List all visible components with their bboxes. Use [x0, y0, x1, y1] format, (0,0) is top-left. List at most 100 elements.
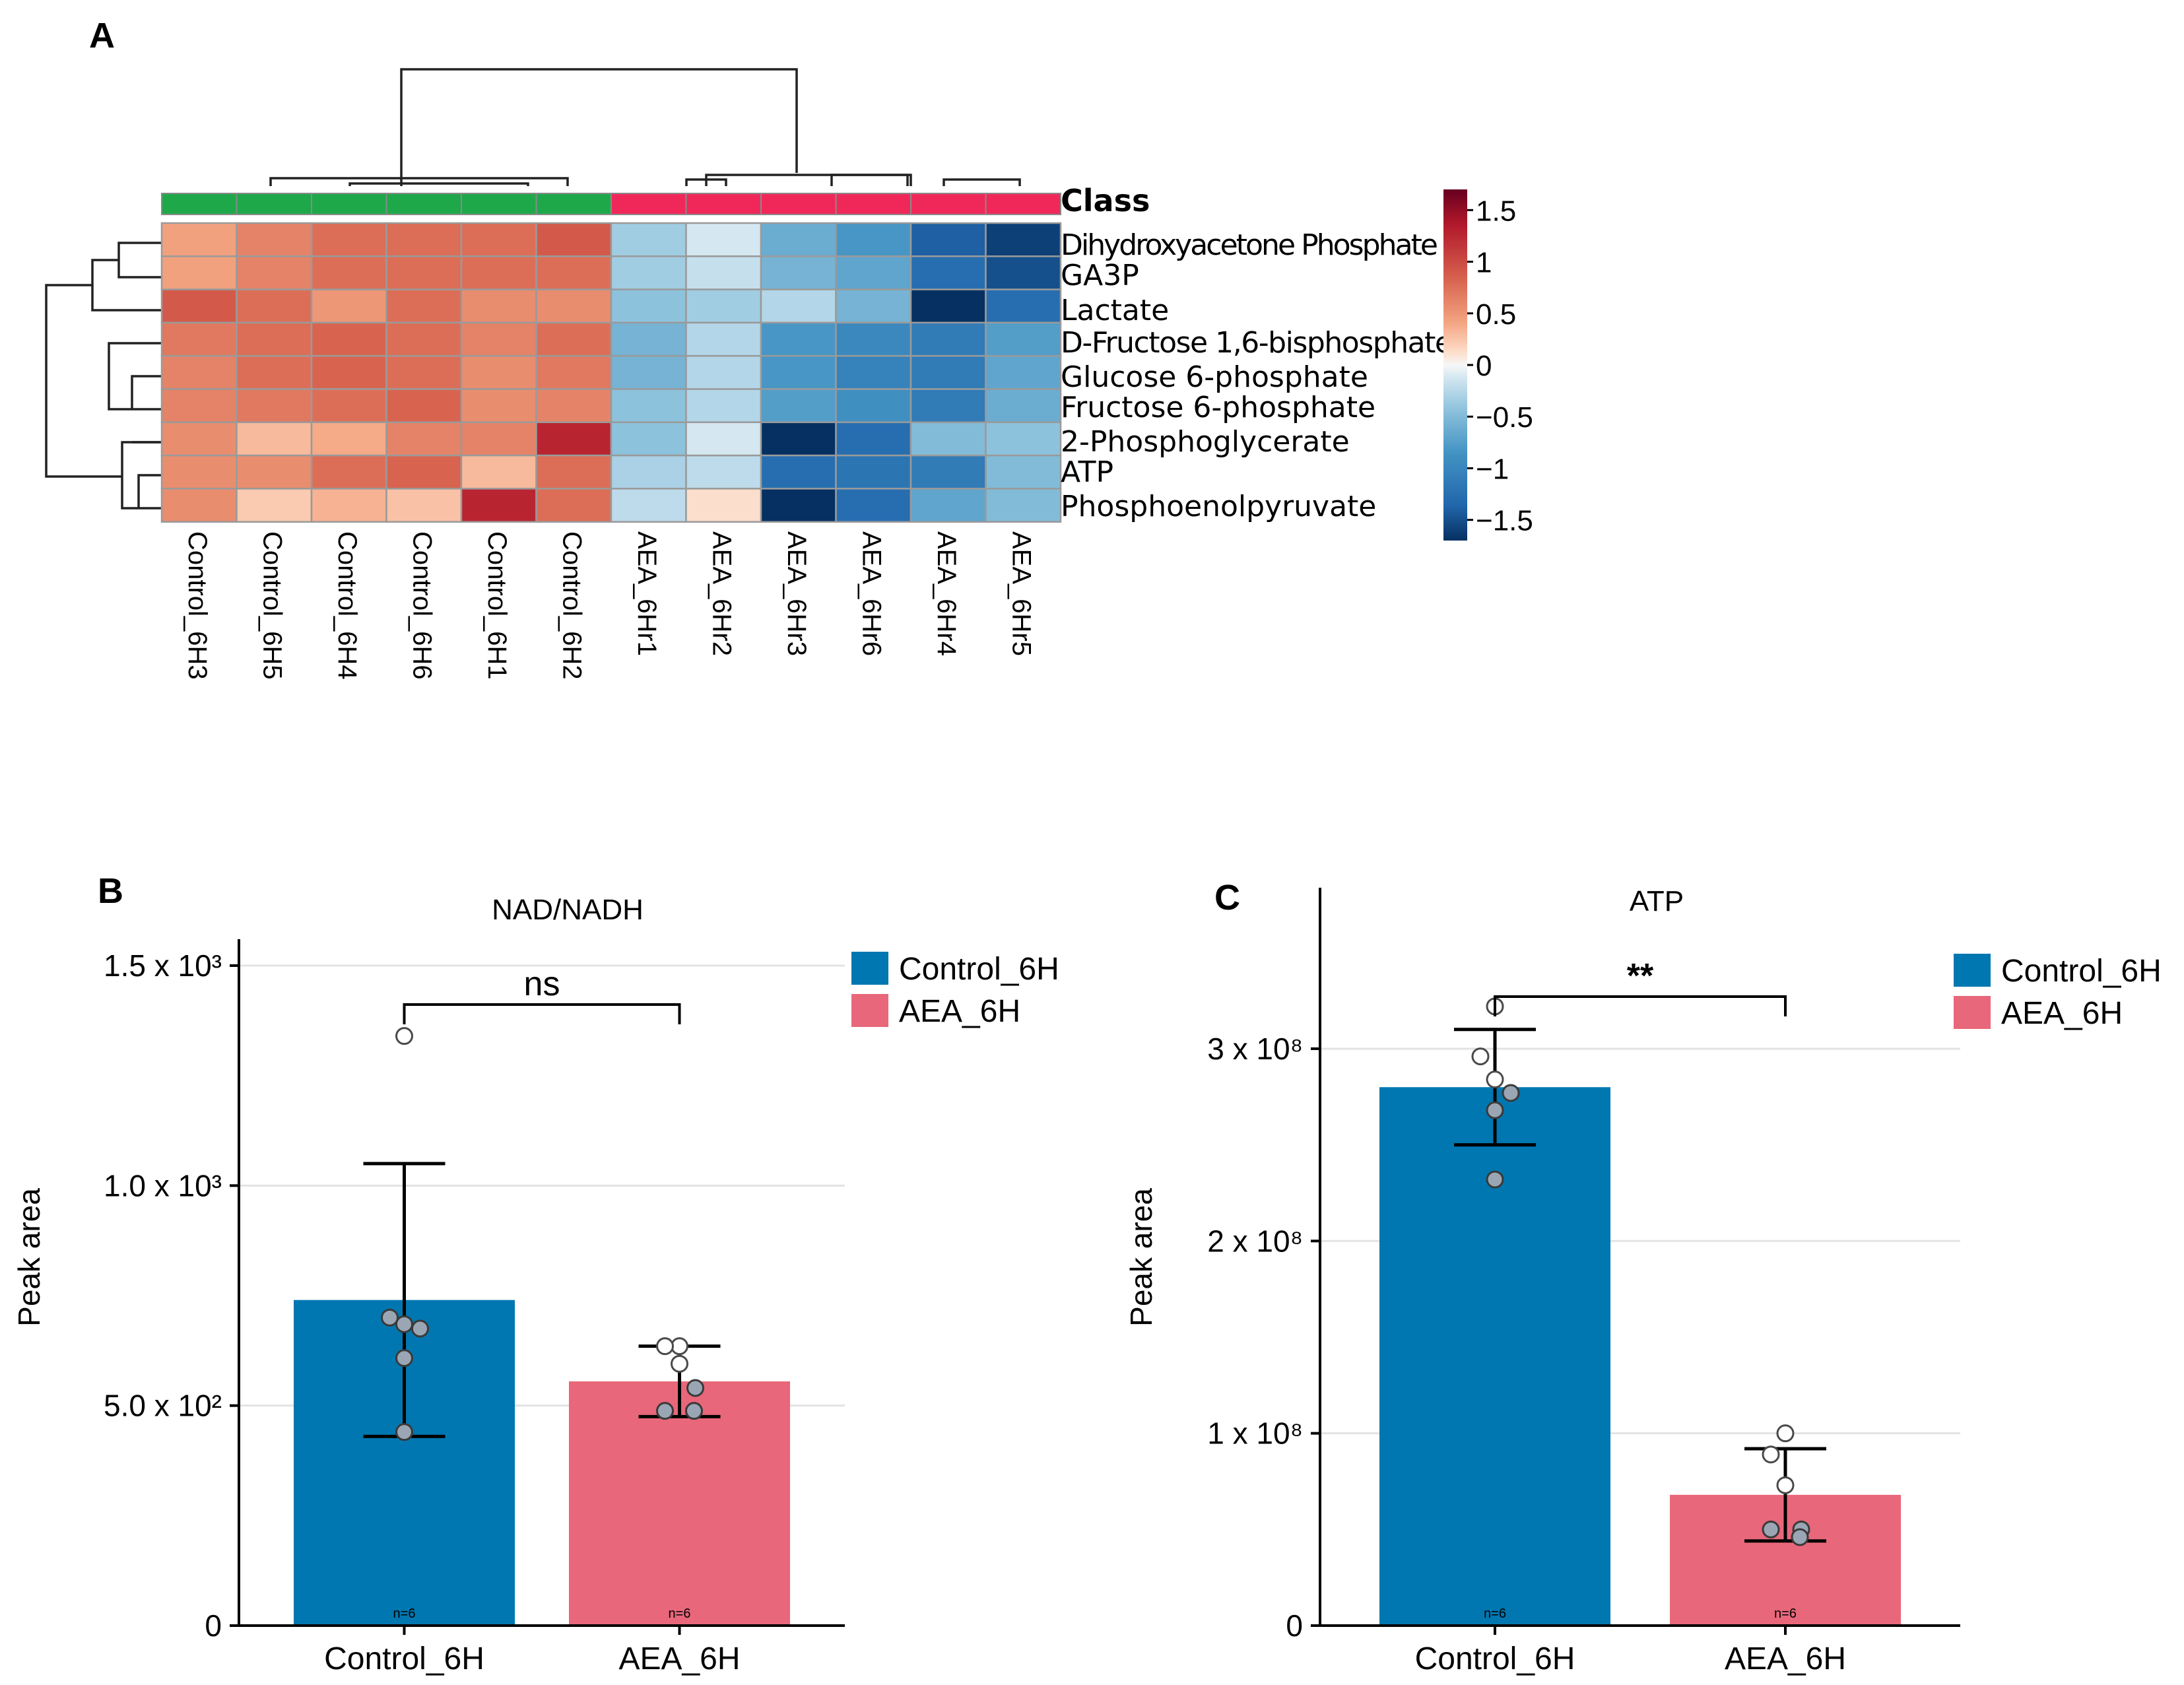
- heatmap-cell: [835, 321, 912, 357]
- heatmap-cell: [985, 255, 1062, 290]
- heatmap-cell: [236, 222, 313, 257]
- heatmap-cell: [236, 488, 313, 523]
- heatmap-cell: [236, 421, 313, 457]
- data-point: [1762, 1445, 1780, 1464]
- significance-bracket: [1494, 995, 1787, 1016]
- class-bar-segment: [236, 193, 312, 215]
- class-bar-segment: [760, 193, 837, 215]
- n-label: n=6: [393, 1606, 416, 1621]
- heatmap-cell: [610, 321, 687, 357]
- data-point: [686, 1379, 704, 1397]
- heatmap-cell: [460, 288, 537, 324]
- heatmap-cell: [535, 421, 612, 457]
- bar-control: [1379, 1087, 1610, 1626]
- heatmap-cell: [160, 488, 238, 523]
- legend-swatch-control: [851, 952, 888, 985]
- data-point: [1791, 1528, 1809, 1546]
- x-tick-label: AEA_6H: [618, 1641, 740, 1676]
- heatmap-cell: [385, 488, 463, 523]
- heatmap-cell: [535, 488, 612, 523]
- data-point: [1502, 1084, 1520, 1102]
- heatmap-cell: [685, 354, 762, 390]
- legend-label: Control_6H: [899, 952, 1059, 987]
- heatmap-cell: [910, 388, 987, 424]
- data-point: [671, 1354, 688, 1373]
- column-label: Control_6H5: [257, 531, 286, 680]
- data-point: [411, 1319, 429, 1338]
- heatmap-cell: [236, 454, 313, 490]
- n-label: n=6: [1774, 1606, 1797, 1621]
- heatmap-cells: [160, 222, 1062, 523]
- heatmap-cell: [685, 388, 762, 424]
- column-label: AEA_6Hr5: [1007, 531, 1036, 656]
- legend-label: Control_6H: [2001, 954, 2162, 989]
- heatmap-cell: [835, 388, 912, 424]
- heatmap-cell: [835, 421, 912, 457]
- heatmap-cell: [610, 454, 687, 490]
- heatmap-cell: [160, 222, 238, 257]
- heatmap-cell: [236, 255, 313, 290]
- heatmap-cell: [760, 222, 837, 257]
- column-label: AEA_6Hr3: [782, 531, 811, 656]
- heatmap-cell: [310, 488, 387, 523]
- heatmap-cell: [535, 354, 612, 390]
- heatmap-cell: [460, 354, 537, 390]
- y-tick-label: 1.0 x 10³: [104, 1168, 222, 1203]
- column-label: AEA_6Hr2: [707, 531, 736, 656]
- data-point: [1486, 1170, 1504, 1189]
- column-label: AEA_6Hr4: [932, 531, 961, 656]
- class-bar: [161, 193, 1061, 215]
- heatmap-cell: [310, 421, 387, 457]
- heatmap-cell: [385, 354, 463, 390]
- column-label: Control_6H3: [183, 531, 212, 680]
- class-bar-segment: [161, 193, 238, 215]
- heatmap-cell: [910, 222, 987, 257]
- heatmap-cell: [835, 255, 912, 290]
- heatmap-cell: [236, 388, 313, 424]
- heatmap-cell: [385, 222, 463, 257]
- heatmap-cell: [310, 454, 387, 490]
- row-label: Dihydroxyacetone Phosphate: [1061, 228, 1438, 262]
- heatmap-cell: [910, 421, 987, 457]
- row-label: Lactate: [1061, 294, 1169, 327]
- color-scale-tick-label: −0.5: [1476, 401, 1533, 434]
- color-scale-tick-label: 0: [1476, 350, 1492, 382]
- data-point: [1776, 1424, 1795, 1443]
- legend-label: AEA_6H: [899, 994, 1020, 1029]
- heatmap-cell: [910, 321, 987, 357]
- column-label: Control_6H6: [407, 531, 436, 680]
- heatmap-cell: [985, 488, 1062, 523]
- significance-bracket: [403, 1003, 681, 1024]
- class-label: Class: [1061, 183, 1150, 218]
- column-label: AEA_6Hr1: [632, 531, 661, 656]
- legend-swatch-aea: [1954, 996, 1991, 1029]
- data-point: [685, 1402, 703, 1420]
- data-point: [395, 1315, 413, 1333]
- data-point: [671, 1337, 688, 1356]
- heatmap-cell: [685, 288, 762, 324]
- significance-label: **: [1627, 957, 1654, 995]
- legend-label: AEA_6H: [2001, 996, 2123, 1031]
- row-label: ATP: [1061, 455, 1113, 489]
- row-label: D-Fructose 1,6-bisphosphate: [1061, 326, 1453, 360]
- heatmap-cell: [460, 454, 537, 490]
- heatmap-cell: [535, 288, 612, 324]
- y-tick-label: 0: [205, 1608, 222, 1643]
- row-label: Phosphoenolpyruvate: [1061, 490, 1376, 523]
- class-bar-segment: [461, 193, 537, 215]
- color-scale-tick-label: −1: [1476, 453, 1509, 485]
- row-label: GA3P: [1061, 259, 1139, 292]
- n-label: n=6: [1484, 1606, 1506, 1621]
- significance-label: ns: [524, 965, 560, 1003]
- heatmap-cell: [460, 255, 537, 290]
- heatmap-cell: [460, 321, 537, 357]
- heatmap-cell: [310, 255, 387, 290]
- heatmap-cell: [835, 222, 912, 257]
- heatmap-cell: [236, 288, 313, 324]
- heatmap-cell: [310, 222, 387, 257]
- chart-c: n=6 n=6 0 1 x 10⁸ 2 x 10⁸ 3 x 10⁸ Control_6H AE…: [1207, 888, 2162, 1676]
- heatmap-cell: [236, 354, 313, 390]
- heatmap-cell: [610, 255, 687, 290]
- heatmap-cell: [160, 421, 238, 457]
